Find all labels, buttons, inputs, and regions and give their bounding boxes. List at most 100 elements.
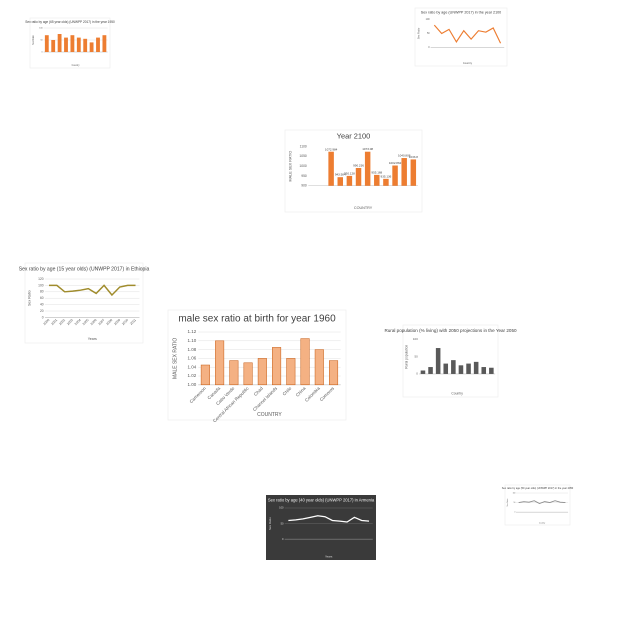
- bar: [401, 158, 407, 186]
- chart-title: Year 2100: [337, 132, 371, 141]
- chart-title: Sex ratio by age (UNWPP 2017) in the yea…: [421, 11, 502, 15]
- y-axis-label: Sex Ratio: [416, 27, 420, 39]
- bar: [355, 168, 362, 186]
- bar: [473, 361, 479, 374]
- y-tick-label: 60: [40, 296, 44, 300]
- chart-frame: [266, 495, 376, 560]
- chart-title: Sex ratio by age (50 year olds) (UNWPP 2…: [502, 487, 574, 490]
- bar: [420, 370, 426, 374]
- bar: [76, 37, 81, 52]
- y-tick-label: 1000: [299, 164, 307, 168]
- value-label: 935.136: [381, 174, 392, 178]
- x-tick-label: 2008: [105, 318, 113, 326]
- y-tick-label: 100: [513, 492, 516, 494]
- chart: Sex ratio by age (50 year olds) (UNWPP 2…: [502, 484, 574, 526]
- chart-frame: [414, 7, 508, 67]
- x-axis-label: Country: [463, 61, 473, 65]
- bar: [451, 360, 456, 374]
- bar: [286, 358, 296, 386]
- y-tick-label: 1.02: [187, 373, 196, 378]
- y-tick-label: 0: [42, 315, 44, 319]
- chart: male sex ratio at birth for year 1960 COU…: [167, 309, 347, 423]
- chart: Sex ratio by age (UNWPP 2017) in the yea…: [414, 7, 508, 67]
- bar: [70, 35, 75, 52]
- bar: [200, 364, 210, 386]
- value-label: 1002.862: [389, 161, 402, 165]
- y-tick-label: 1050: [299, 154, 307, 158]
- y-tick-label: 100: [279, 506, 284, 510]
- y-axis-label: Sex Ratio: [506, 499, 509, 507]
- x-tick-label: 2006: [90, 318, 98, 326]
- y-tick-label: 100: [39, 28, 43, 30]
- y-tick-label: 1100: [300, 144, 307, 148]
- x-tick-label: 2005: [82, 318, 90, 326]
- value-label: 955.168: [371, 170, 382, 174]
- chart: Sex ratio by age (65 year olds) (UNWPP 2…: [25, 17, 115, 69]
- x-axis-label: Years: [325, 555, 333, 559]
- bar: [337, 177, 343, 186]
- y-axis-label: Sex Ratio: [32, 34, 35, 45]
- value-label: 1073.08: [362, 147, 373, 151]
- y-tick-label: 1.04: [187, 364, 196, 369]
- y-tick-label: 1.12: [187, 329, 196, 334]
- bar: [272, 347, 282, 386]
- x-tick-label: Chile: [282, 385, 293, 396]
- bar: [215, 340, 225, 386]
- bar: [243, 362, 253, 386]
- y-tick-label: 50: [514, 502, 516, 504]
- y-tick-label: 50: [281, 521, 284, 525]
- x-axis-label: Country: [451, 391, 463, 395]
- chart-frame: [284, 129, 423, 213]
- y-tick-label: 0: [42, 52, 44, 54]
- bar: [51, 40, 56, 52]
- y-tick-label: 0: [416, 372, 418, 376]
- chart-title: male sex ratio at birth for year 1960: [178, 313, 336, 324]
- x-axis-label: Country: [539, 521, 545, 524]
- y-tick-label: 20: [40, 309, 44, 313]
- bar: [374, 174, 380, 186]
- bar: [458, 365, 464, 374]
- y-axis-label: Rural population: [405, 345, 409, 369]
- x-axis-label: Country: [72, 64, 81, 67]
- y-axis-label: Sex Ratio: [28, 290, 32, 306]
- y-axis-label: Sex Ratio: [268, 517, 272, 530]
- bar: [64, 37, 68, 52]
- y-tick-label: 1.00: [187, 382, 196, 387]
- line-series: [48, 284, 136, 297]
- chart: Sex ratio by age (40 year olds) (UNWPP 2…: [266, 495, 376, 560]
- chart: Rural population (% living) with 2050 pr…: [384, 324, 517, 398]
- x-tick-label: 2007: [97, 318, 105, 326]
- bar: [57, 34, 62, 52]
- bar: [443, 363, 449, 374]
- chart-frame: [402, 324, 499, 398]
- x-tick-label: 2003: [66, 318, 74, 326]
- x-tick-label: 2011: [129, 318, 137, 326]
- y-tick-label: 40: [40, 302, 44, 306]
- y-axis-label: MALE SEX RATIO: [288, 151, 292, 182]
- bar: [329, 360, 339, 386]
- x-tick-label: Chad: [253, 385, 264, 396]
- y-tick-label: 100: [38, 283, 44, 287]
- chart-frame: [24, 262, 144, 344]
- bar: [466, 363, 471, 374]
- bar: [83, 38, 88, 52]
- y-tick-label: 1.06: [187, 356, 196, 361]
- value-label: 990.236: [353, 164, 364, 168]
- x-axis-label: Years: [88, 337, 97, 341]
- bar: [102, 35, 107, 52]
- y-tick-label: 50: [415, 354, 419, 358]
- y-tick-label: 50: [427, 32, 430, 35]
- y-tick-label: 0: [428, 46, 430, 49]
- x-tick-label: 2000: [42, 318, 50, 326]
- bar: [392, 165, 398, 186]
- chart-title: Rural population (% living) with 2050 pr…: [384, 328, 517, 333]
- value-label: 950.128: [344, 171, 355, 175]
- y-tick-label: 50: [40, 40, 43, 42]
- y-tick-label: 0: [514, 512, 515, 514]
- bar: [96, 37, 100, 52]
- bar: [435, 348, 441, 374]
- value-label: 1033.8: [409, 155, 418, 159]
- bar: [229, 360, 239, 386]
- chart: Sex ratio by age (15 year olds) (UNWPP 2…: [19, 262, 149, 344]
- y-tick-label: 0: [282, 537, 284, 541]
